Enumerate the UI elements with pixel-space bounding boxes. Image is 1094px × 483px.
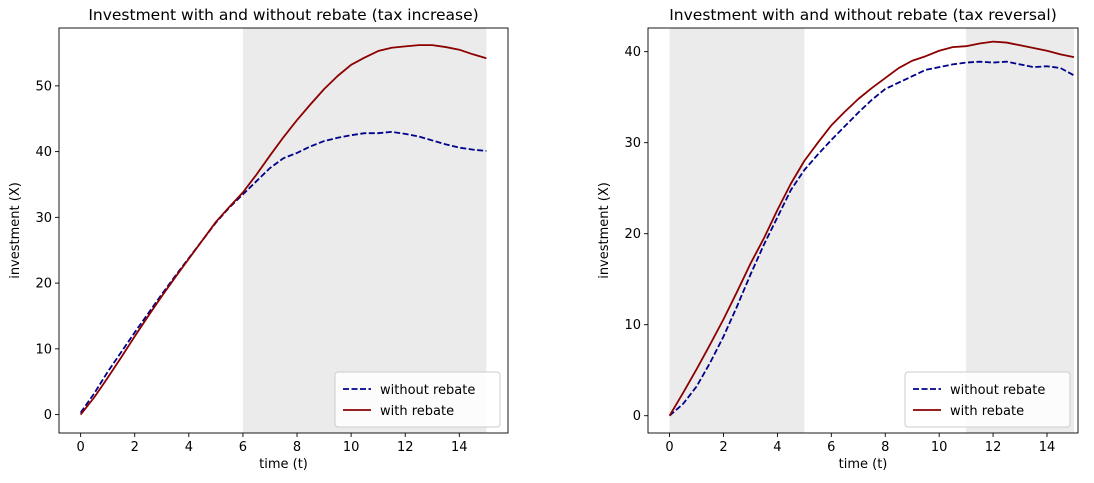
- y-tick-label: 20: [624, 227, 641, 242]
- shaded-region-1: [669, 28, 805, 433]
- legend-label-without-rebate: without rebate: [950, 383, 1045, 398]
- legend: without rebate with rebate: [904, 371, 1071, 428]
- x-tick-label: 10: [343, 440, 360, 455]
- x-tick-label: 4: [185, 440, 193, 455]
- legend-label-with-rebate: with rebate: [950, 404, 1024, 419]
- axes-frame: [58, 27, 509, 434]
- chart-panel-1: 0 2 4 6 8 10 12 14 0 10 20 30 40 50 Investment with an…: [8, 6, 509, 472]
- x-tick-label: 0: [665, 440, 673, 455]
- x-tick-label: 0: [76, 440, 84, 455]
- x-tick-label: 14: [451, 440, 468, 455]
- series-line-without-rebate: [79, 130, 487, 414]
- x-tick-label: 10: [931, 440, 948, 455]
- y-tick-label: 10: [624, 318, 641, 333]
- y-tick-label: 30: [35, 211, 52, 226]
- chart-title: Investment with and without rebate (tax …: [669, 6, 1057, 24]
- y-axis-label: investment (X): [8, 182, 23, 279]
- legend-box: [904, 371, 1071, 428]
- y-tick-label: 0: [44, 408, 52, 423]
- legend: without rebate with rebate: [334, 371, 501, 428]
- y-tick-label: 0: [633, 409, 641, 424]
- y-tick-label: 30: [624, 136, 641, 151]
- series-line-without-rebate: [668, 60, 1075, 417]
- y-tick-label: 50: [35, 79, 52, 94]
- x-tick-label: 4: [773, 440, 781, 455]
- shaded-region-2: [966, 28, 1074, 433]
- y-tick-label: 40: [35, 145, 52, 160]
- x-tick-label: 2: [131, 440, 139, 455]
- chart-panel-2: 0 2 4 6 8 10 12 14 0 10 20 30 40 Investment with and …: [597, 6, 1079, 472]
- x-tick-label: 6: [239, 440, 247, 455]
- legend-label-with-rebate: with rebate: [380, 404, 454, 419]
- axes-frame: [647, 27, 1079, 434]
- series-line-with-rebate: [668, 40, 1075, 417]
- x-tick-label: 12: [397, 440, 414, 455]
- x-tick-label: 6: [827, 440, 835, 455]
- x-tick-label: 8: [293, 440, 301, 455]
- y-tick-label: 40: [624, 45, 641, 60]
- chart-title: Investment with and without rebate (tax …: [88, 6, 478, 24]
- x-tick-label: 12: [985, 440, 1002, 455]
- x-axis-label: time (t): [259, 457, 308, 472]
- shaded-region-1: [242, 28, 487, 433]
- x-axis-label: time (t): [839, 457, 888, 472]
- series-line-with-rebate: [79, 44, 487, 416]
- x-tick-label: 8: [881, 440, 889, 455]
- x-tick-label: 2: [719, 440, 727, 455]
- y-tick-label: 10: [35, 342, 52, 357]
- y-axis-label: investment (X): [597, 182, 612, 279]
- y-tick-label: 20: [35, 277, 52, 292]
- legend-label-without-rebate: without rebate: [380, 383, 475, 398]
- legend-box: [334, 371, 501, 428]
- x-tick-label: 14: [1039, 440, 1056, 455]
